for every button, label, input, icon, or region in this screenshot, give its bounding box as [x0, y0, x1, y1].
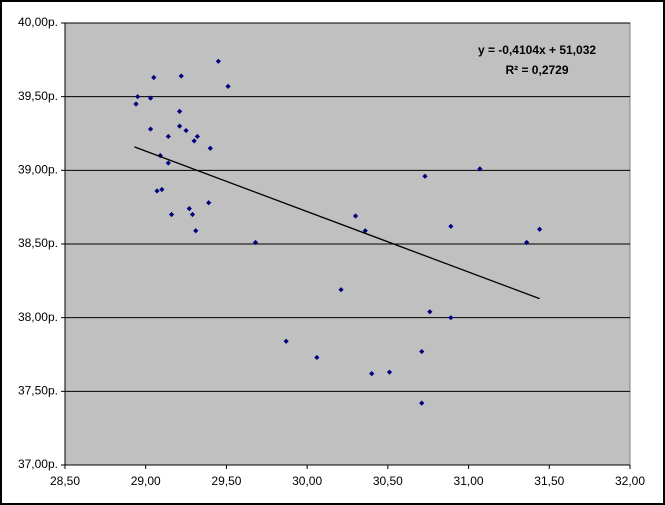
data-point — [183, 127, 189, 134]
data-point — [225, 83, 231, 89]
data-point — [178, 73, 184, 79]
x-tick-label: 32,00 — [615, 474, 645, 488]
y-tick-label: 38,00р. — [18, 310, 58, 324]
data-point — [189, 211, 196, 218]
data-point — [159, 186, 165, 193]
x-tick-label: 29,50 — [211, 474, 241, 488]
data-point — [338, 287, 344, 293]
y-tick-label: 39,00р. — [18, 163, 58, 177]
data-point — [419, 400, 425, 406]
data-point — [448, 223, 454, 229]
data-point — [194, 133, 200, 140]
data-point — [147, 95, 154, 101]
x-tick-label: 28,50 — [50, 474, 80, 488]
data-point — [168, 211, 175, 218]
data-point — [147, 126, 154, 132]
data-point — [165, 133, 171, 140]
data-point — [419, 348, 425, 355]
y-tick-label: 37,00р. — [18, 457, 58, 471]
data-point — [165, 160, 171, 166]
data-point — [283, 338, 289, 344]
x-tick-label: 30,00 — [292, 474, 322, 488]
y-tick-label: 38,50р. — [18, 236, 58, 250]
y-tick-label: 37,50р. — [18, 384, 58, 398]
data-point — [177, 123, 183, 129]
data-point — [151, 74, 157, 81]
data-point — [207, 145, 213, 151]
data-point — [427, 309, 433, 315]
x-tick-label: 31,00 — [454, 474, 484, 488]
r-squared: R² = 0,2729 — [505, 63, 568, 77]
data-point — [133, 101, 139, 107]
data-point — [215, 58, 221, 64]
data-point — [477, 166, 483, 172]
data-point — [386, 369, 393, 375]
x-tick-label: 31,50 — [534, 474, 564, 488]
y-tick-label: 40,00р. — [18, 15, 58, 29]
data-point — [186, 206, 192, 212]
x-tick-label: 30,50 — [373, 474, 403, 488]
trendline — [134, 146, 540, 300]
data-point — [369, 371, 375, 377]
x-tick-label: 29,00 — [131, 474, 161, 488]
data-point — [177, 108, 183, 114]
data-point — [206, 200, 212, 206]
data-point — [193, 228, 199, 234]
data-point — [314, 354, 320, 361]
data-point — [252, 239, 259, 246]
data-point — [352, 213, 359, 219]
y-tick-label: 39,50р. — [18, 89, 58, 103]
trendline-equation: y = -0,4104x + 51,032 — [478, 43, 596, 57]
data-point — [191, 138, 197, 144]
data-point — [448, 315, 454, 321]
data-point — [524, 239, 530, 246]
data-point — [422, 173, 428, 179]
data-point — [537, 226, 543, 232]
data-point — [362, 228, 368, 234]
data-point — [135, 94, 141, 100]
data-point — [154, 188, 160, 194]
